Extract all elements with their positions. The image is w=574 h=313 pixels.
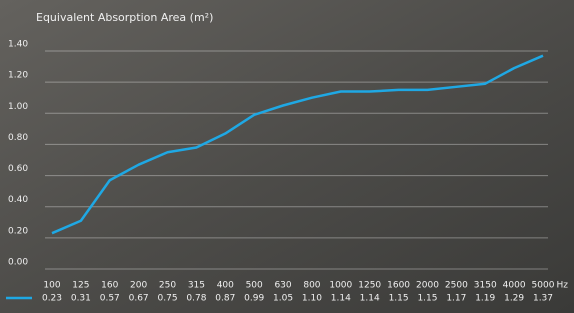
- value-label: 0.57: [100, 294, 120, 304]
- x-tick-label: 500: [246, 281, 263, 291]
- y-tick-label: 0.40: [8, 195, 28, 205]
- value-label: 0.99: [244, 294, 264, 304]
- y-tick-label: 0.60: [8, 164, 28, 174]
- x-tick-label: 160: [101, 281, 118, 291]
- x-tick-label: 400: [217, 281, 234, 291]
- value-label: 1.37: [533, 294, 553, 304]
- value-label: 1.17: [446, 294, 466, 304]
- x-tick-label: 2500: [445, 281, 468, 291]
- page: Equivalent Absorption Area (m²) Hz 0.00 0…: [0, 0, 574, 313]
- value-label: 1.29: [504, 294, 524, 304]
- y-tick-label: 1.40: [8, 40, 28, 50]
- value-label: 1.10: [302, 294, 322, 304]
- value-label: 0.67: [129, 294, 149, 304]
- x-tick-label: 630: [274, 281, 291, 291]
- value-label: 0.31: [71, 294, 91, 304]
- value-label: 1.19: [475, 294, 495, 304]
- x-tick-label: 315: [188, 281, 205, 291]
- x-tick-label: 2000: [416, 281, 439, 291]
- value-label: 1.15: [417, 294, 437, 304]
- y-tick-label: 0.80: [8, 133, 28, 143]
- x-tick-label: 3150: [474, 281, 497, 291]
- x-tick-label: 4000: [503, 281, 526, 291]
- x-tick-label: 800: [303, 281, 320, 291]
- x-tick-label: 1250: [358, 281, 381, 291]
- background: [0, 0, 574, 313]
- value-label: 1.14: [331, 294, 351, 304]
- value-label: 0.87: [215, 294, 235, 304]
- x-tick-label: 1600: [387, 281, 410, 291]
- value-label: 0.23: [42, 294, 62, 304]
- x-tick-label: 5000: [532, 281, 555, 291]
- x-tick-label: 125: [72, 281, 89, 291]
- x-tick-label: 1000: [329, 281, 352, 291]
- x-tick-label: 250: [159, 281, 176, 291]
- y-tick-label: 0.20: [8, 226, 28, 236]
- value-label: 1.05: [273, 294, 293, 304]
- x-tick-label: 100: [43, 281, 60, 291]
- value-label: 0.78: [186, 294, 206, 304]
- y-tick-label: 1.20: [8, 71, 28, 81]
- value-label: 0.75: [158, 294, 178, 304]
- x-unit: Hz: [557, 281, 569, 291]
- x-tick-label: 200: [130, 281, 147, 291]
- y-tick-label: 1.00: [8, 102, 28, 112]
- y-tick-label: 0.00: [8, 258, 28, 268]
- chart: Equivalent Absorption Area (m²) Hz 0.00 0…: [0, 0, 574, 313]
- chart-title: Equivalent Absorption Area (m²): [36, 11, 213, 24]
- value-label: 1.15: [389, 294, 409, 304]
- value-label: 1.14: [360, 294, 380, 304]
